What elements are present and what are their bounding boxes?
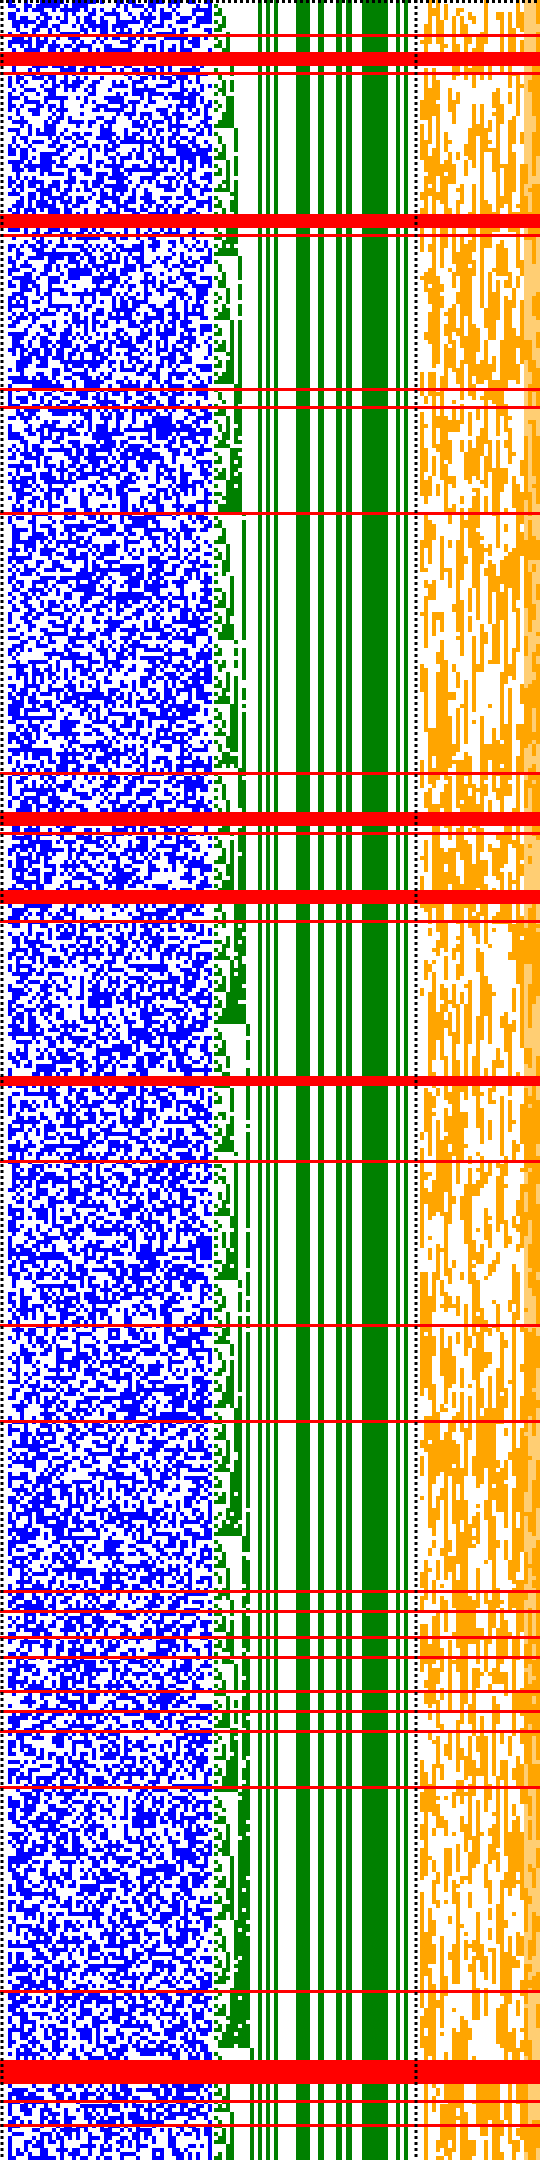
blue-bits-path — [8, 0, 212, 2160]
highlight-row-18 — [0, 1590, 540, 1593]
highlight-row-9 — [0, 772, 540, 775]
highlight-row-3 — [0, 72, 540, 75]
highlight-row-16 — [0, 1324, 540, 1327]
highlight-row-17 — [0, 1420, 540, 1423]
green-staircase-path — [214, 4, 254, 2160]
highlight-row-5 — [0, 234, 540, 237]
highlight-row-7 — [0, 406, 540, 409]
highlight-row-8 — [0, 512, 540, 515]
highlight-row-11 — [0, 832, 540, 835]
blue-random-bits — [8, 0, 212, 2160]
highlight-row-27 — [0, 2060, 540, 2084]
highlight-row-22 — [0, 1690, 540, 1693]
highlight-row-28 — [0, 2100, 540, 2103]
highlight-row-20 — [0, 1636, 540, 1639]
highlight-row-4 — [0, 214, 540, 228]
highlight-row-19 — [0, 1610, 540, 1613]
highlight-row-1 — [0, 34, 540, 37]
highlight-row-13 — [0, 920, 540, 923]
highlight-rows — [0, 34, 540, 2127]
highlight-row-14 — [0, 1076, 540, 1086]
highlight-row-6 — [0, 388, 540, 391]
highlight-row-2 — [0, 52, 540, 66]
highlight-row-29 — [0, 2124, 540, 2127]
highlight-row-26 — [0, 1990, 540, 1993]
highlight-row-23 — [0, 1710, 540, 1713]
highlight-row-15 — [0, 1160, 540, 1163]
highlight-row-10 — [0, 812, 540, 826]
highlight-row-25 — [0, 1786, 540, 1789]
highlight-row-12 — [0, 890, 540, 904]
highlight-row-21 — [0, 1656, 540, 1659]
highlight-row-24 — [0, 1730, 540, 1733]
